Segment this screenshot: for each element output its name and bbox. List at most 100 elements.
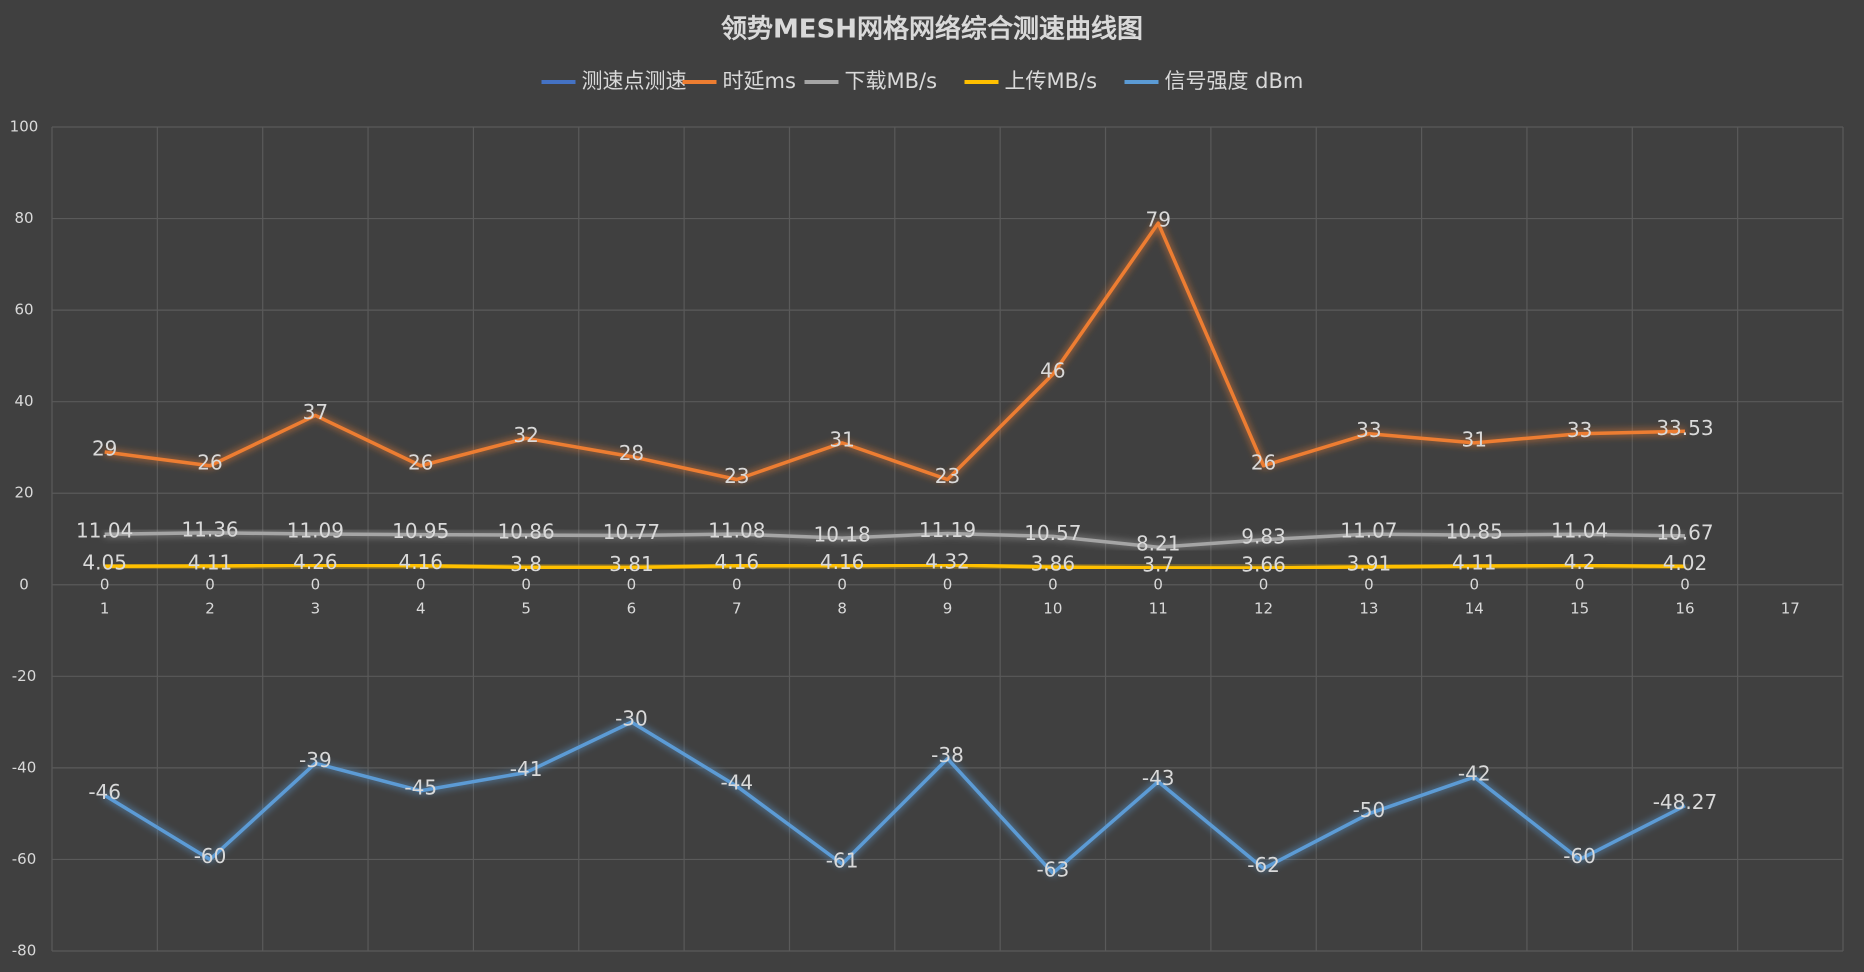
data-label: 11.09	[287, 519, 344, 543]
data-label: 0	[1259, 575, 1269, 593]
data-label: 46	[1040, 359, 1065, 383]
data-label: 11.36	[181, 517, 238, 541]
data-label: 32	[513, 423, 538, 447]
data-label: 26	[197, 450, 222, 474]
x-tick-label: 17	[1781, 599, 1800, 617]
x-tick-label: 11	[1149, 599, 1168, 617]
data-label: 4.11	[1452, 550, 1497, 574]
data-label: 23	[935, 464, 960, 488]
data-label: 23	[724, 464, 749, 488]
y-tick-label: 100	[10, 118, 39, 136]
data-label: -61	[826, 849, 859, 873]
data-label: 33	[1567, 418, 1592, 442]
data-label: 31	[829, 427, 854, 451]
data-label: 11.04	[1551, 519, 1608, 543]
data-label: 0	[1048, 575, 1058, 593]
data-label: 0	[1575, 575, 1585, 593]
data-label: 4.26	[293, 550, 338, 574]
x-tick-label: 8	[837, 599, 847, 617]
data-label: -38	[931, 743, 964, 767]
data-label: -39	[299, 748, 332, 772]
x-tick-label: 9	[943, 599, 953, 617]
data-label: 3.81	[609, 552, 654, 576]
data-label: 0	[521, 575, 531, 593]
data-label: -30	[615, 707, 648, 731]
data-label: 4.32	[925, 550, 970, 574]
series-line	[104, 563, 1685, 570]
data-label: 10.95	[392, 519, 449, 543]
data-label: 10.67	[1656, 520, 1713, 544]
data-label: 0	[943, 575, 953, 593]
series-line	[104, 221, 1686, 482]
legend-label: 上传MB/s	[1005, 69, 1098, 93]
data-label: 4.16	[820, 550, 865, 574]
data-label: 10.18	[814, 523, 871, 547]
data-label: 26	[1251, 450, 1276, 474]
legend-label: 下载MB/s	[845, 69, 938, 93]
y-tick-label: 40	[14, 392, 33, 410]
series-line	[103, 720, 1686, 875]
data-label: 3.91	[1347, 551, 1392, 575]
data-label: 37	[303, 400, 328, 424]
x-tick-label: 16	[1675, 599, 1694, 617]
x-tick-label: 3	[311, 599, 321, 617]
x-tick-label: 5	[521, 599, 531, 617]
data-label: -62	[1247, 853, 1280, 877]
data-label: 31	[1462, 427, 1487, 451]
data-label: 3.86	[1031, 552, 1076, 576]
data-label: -46	[88, 780, 121, 804]
data-label: 11.19	[919, 518, 976, 542]
data-label: -50	[1353, 798, 1386, 822]
x-tick-label: 2	[205, 599, 215, 617]
data-label: 0	[1680, 575, 1690, 593]
data-label: -41	[510, 757, 543, 781]
data-label: 0	[627, 575, 637, 593]
data-label: 10.57	[1024, 521, 1081, 545]
data-label: 0	[205, 575, 215, 593]
y-tick-label: -40	[12, 758, 37, 776]
data-label: 3.66	[1241, 553, 1286, 577]
data-label: 0	[311, 575, 321, 593]
legend-label: 时延ms	[723, 69, 796, 93]
x-tick-label: 14	[1465, 599, 1484, 617]
x-tick-label: 1	[100, 599, 110, 617]
data-label: 29	[92, 437, 117, 461]
data-label: 28	[619, 441, 644, 465]
y-tick-label: 80	[14, 209, 33, 227]
x-tick-label: 12	[1254, 599, 1273, 617]
y-tick-label: 0	[19, 575, 29, 593]
data-label: 79	[1145, 208, 1170, 232]
x-tick-label: 13	[1359, 599, 1378, 617]
data-label: -60	[194, 844, 227, 868]
data-label: 4.16	[398, 550, 443, 574]
y-tick-label: -80	[12, 942, 37, 960]
series-line	[104, 531, 1685, 549]
data-label: 0	[416, 575, 426, 593]
legend-label: 测速点测速	[582, 69, 687, 93]
data-label: 11.08	[708, 519, 765, 543]
x-tick-label: 15	[1570, 599, 1589, 617]
data-label: 33	[1356, 418, 1381, 442]
data-label: 10.86	[497, 520, 554, 544]
data-label: 10.85	[1446, 520, 1503, 544]
data-label: 0	[837, 575, 847, 593]
data-label: 0	[1364, 575, 1374, 593]
x-tick-label: 7	[732, 599, 742, 617]
x-tick-label: 4	[416, 599, 426, 617]
data-label: 4.02	[1663, 551, 1708, 575]
y-tick-label: 20	[14, 484, 33, 502]
data-label: 9.83	[1241, 524, 1286, 548]
x-tick-label: 6	[627, 599, 637, 617]
data-label: -63	[1037, 858, 1070, 882]
data-label: -44	[720, 771, 753, 795]
data-label: 26	[408, 450, 433, 474]
data-label: -43	[1142, 766, 1175, 790]
data-label: 3.8	[510, 552, 542, 576]
data-label: 0	[732, 575, 742, 593]
x-tick-label: 10	[1043, 599, 1062, 617]
data-label: 10.77	[603, 520, 660, 544]
y-tick-label: -60	[12, 850, 37, 868]
